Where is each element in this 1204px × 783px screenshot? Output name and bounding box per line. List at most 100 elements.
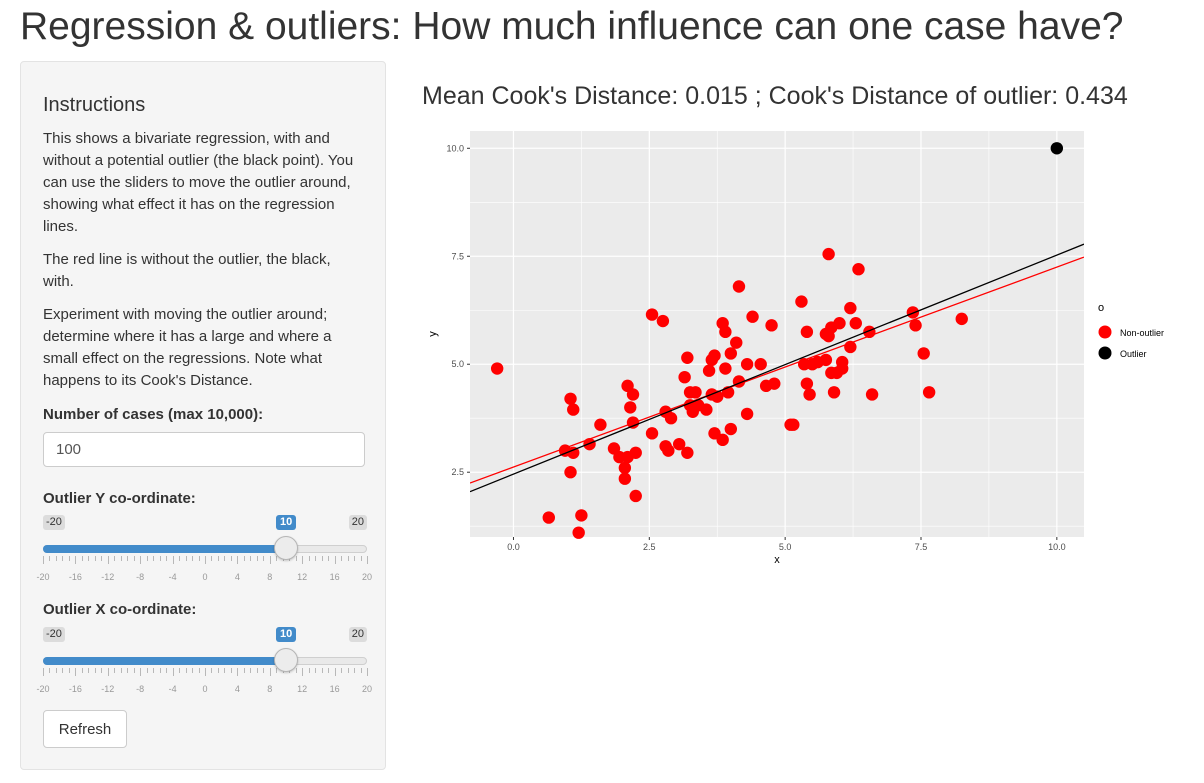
refresh-button[interactable]: Refresh <box>43 710 127 748</box>
slider-tick <box>88 668 90 673</box>
instructions-paragraph-1: This shows a bivariate regression, with … <box>43 130 354 235</box>
slider-tick <box>205 668 206 676</box>
slider-tick <box>341 668 343 673</box>
slider-tick <box>192 668 194 673</box>
slider-tick <box>367 668 368 676</box>
slider-tick-label: -4 <box>168 684 177 694</box>
slider-tick <box>192 556 194 561</box>
data-point <box>819 353 833 367</box>
data-point <box>909 319 922 332</box>
slider-max-label: 20 <box>348 515 367 530</box>
page-title: Regression & outliers: How much influenc… <box>20 5 1124 48</box>
slider-tick-label: -8 <box>136 684 145 694</box>
slider-tick <box>120 556 122 561</box>
slider-handle[interactable] <box>274 648 298 672</box>
slider-tick-label: 0 <box>202 684 208 694</box>
data-point <box>724 347 738 360</box>
cooks-distance-heading: Mean Cook's Distance: 0.015 ; Cook's Dis… <box>422 82 1128 110</box>
data-point <box>724 422 738 436</box>
data-point <box>827 386 841 399</box>
y-tick-label: 7.5 <box>451 251 464 261</box>
slider-tick <box>302 668 304 676</box>
data-point <box>594 418 607 431</box>
slider-tick-label: -8 <box>136 572 145 582</box>
data-point <box>740 358 754 371</box>
slider-tick <box>224 668 226 673</box>
data-point <box>844 301 857 315</box>
data-point <box>740 407 754 421</box>
slider-tick <box>328 556 330 561</box>
y-tick-label: 5.0 <box>451 359 464 369</box>
slider-tick <box>263 668 265 673</box>
data-point <box>490 362 504 375</box>
slider-tick <box>295 556 297 561</box>
x-tick-label: 5.0 <box>779 542 792 552</box>
cases-input[interactable] <box>43 432 365 467</box>
data-point <box>629 489 642 503</box>
slider-tick <box>243 668 245 673</box>
slider-tick <box>62 668 64 673</box>
legend-label: Outlier <box>1120 349 1147 359</box>
slider-tick-label: 12 <box>297 572 308 582</box>
data-point <box>852 263 865 276</box>
slider-tick-label: -4 <box>168 572 177 582</box>
data-point <box>849 317 862 330</box>
slider-tick <box>133 556 135 561</box>
data-point <box>795 295 808 308</box>
data-point <box>645 308 659 321</box>
data-point <box>542 511 555 524</box>
outlier-x-slider[interactable]: -20 20 10 -20 -16 -12 -8 -4 0 4 8 12 16 20 <box>36 627 372 707</box>
slider-tick <box>256 668 258 673</box>
slider-tick <box>146 668 148 673</box>
slider-tick <box>354 556 356 561</box>
regression-line-with-outlier <box>470 243 1084 493</box>
slider-tick-label: -16 <box>68 684 82 694</box>
y-tick-label: 10.0 <box>446 143 464 153</box>
slider-tick-label: 4 <box>234 684 240 694</box>
data-point <box>567 403 580 416</box>
slider-tick-label: -12 <box>101 684 115 694</box>
data-point <box>629 446 642 459</box>
slider-tick <box>68 556 70 561</box>
slider-tick <box>81 556 83 561</box>
data-point <box>618 461 632 475</box>
slider-tick <box>49 668 51 673</box>
slider-tick <box>101 556 103 561</box>
y-tick-label: 2.5 <box>451 467 464 477</box>
slider-tick <box>354 668 356 673</box>
slider-tick <box>101 668 103 673</box>
data-point <box>833 317 846 330</box>
slider-tick <box>166 668 168 673</box>
cases-label: Number of cases (max 10,000): <box>43 406 264 423</box>
data-point <box>730 336 743 349</box>
x-tick-label: 10.0 <box>1048 542 1066 552</box>
slider-tick <box>360 556 362 561</box>
slider-tick <box>237 556 239 564</box>
slider-tick <box>159 668 161 673</box>
data-point <box>624 401 637 414</box>
data-point <box>800 325 814 339</box>
slider-tick <box>211 556 213 561</box>
slider-value-label: 10 <box>276 515 297 530</box>
slider-tick <box>308 668 310 673</box>
slider-tick <box>114 556 116 561</box>
slider-tick <box>250 668 252 673</box>
slider-tick <box>94 556 96 561</box>
slider-tick <box>185 556 187 561</box>
slider-value-label: 10 <box>276 627 297 642</box>
data-point <box>803 388 816 401</box>
slider-handle[interactable] <box>274 536 298 560</box>
slider-tick <box>62 556 64 561</box>
slider-fill <box>43 657 286 665</box>
outlier-y-slider[interactable]: -20 20 10 -20 -16 -12 -8 -4 0 4 8 12 16 20 <box>36 515 372 595</box>
slider-tick <box>315 668 317 673</box>
data-point <box>719 362 732 375</box>
slider-tick-label: -12 <box>101 572 115 582</box>
outlier-y-label: Outlier Y co-ordinate: <box>43 490 196 507</box>
data-point <box>754 358 767 371</box>
instructions-heading: Instructions <box>43 94 146 116</box>
slider-tick <box>159 556 161 561</box>
slider-tick-label: 12 <box>297 684 308 694</box>
data-point <box>681 446 694 459</box>
slider-tick <box>75 668 77 676</box>
